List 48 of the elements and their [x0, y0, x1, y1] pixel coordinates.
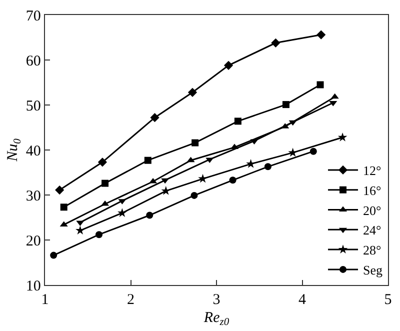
- point: [271, 38, 280, 48]
- legend-label: Seg: [363, 262, 383, 278]
- x-tick-label: 1: [41, 292, 49, 308]
- point: [186, 156, 195, 162]
- legend-label: 28°: [363, 242, 382, 258]
- x-tick-label: 3: [212, 292, 220, 308]
- point: [102, 180, 109, 187]
- point: [50, 252, 58, 259]
- point: [288, 148, 298, 157]
- y-tick-label: 60: [26, 53, 41, 70]
- x-axis-title: Re$_{z0}$: [202, 310, 230, 328]
- point: [76, 226, 85, 235]
- x-tick-label: 4: [298, 292, 306, 308]
- point: [150, 113, 160, 122]
- point: [264, 163, 272, 170]
- legend-label: 12°: [363, 163, 382, 178]
- point: [188, 88, 198, 97]
- point: [224, 60, 234, 70]
- legend-label: 16°: [363, 182, 382, 198]
- point: [60, 204, 68, 211]
- point: [316, 30, 326, 40]
- point: [229, 176, 236, 184]
- point: [288, 120, 297, 126]
- point: [146, 212, 154, 219]
- point: [192, 139, 199, 146]
- point: [118, 208, 127, 217]
- legend-label: 20°: [363, 202, 382, 218]
- y-tick-label: 70: [26, 8, 41, 24]
- y-tick-label: 40: [26, 143, 41, 160]
- point: [161, 178, 170, 184]
- point: [310, 148, 317, 155]
- point: [144, 156, 152, 164]
- point: [316, 81, 324, 88]
- point: [234, 118, 242, 125]
- point: [282, 101, 290, 108]
- y-tick-label: 10: [26, 278, 41, 294]
- x-tick-label: 2: [127, 292, 134, 308]
- legend-label: 24°: [363, 222, 382, 238]
- point: [190, 192, 198, 199]
- point: [96, 231, 103, 238]
- y-tick-label: 20: [26, 233, 41, 250]
- y-tick-label: 30: [26, 188, 41, 204]
- y-tick-label: 50: [26, 98, 41, 114]
- point: [98, 158, 107, 167]
- x-tick-label: 5: [384, 292, 392, 308]
- point: [55, 186, 64, 195]
- point: [330, 93, 339, 99]
- point: [338, 132, 348, 142]
